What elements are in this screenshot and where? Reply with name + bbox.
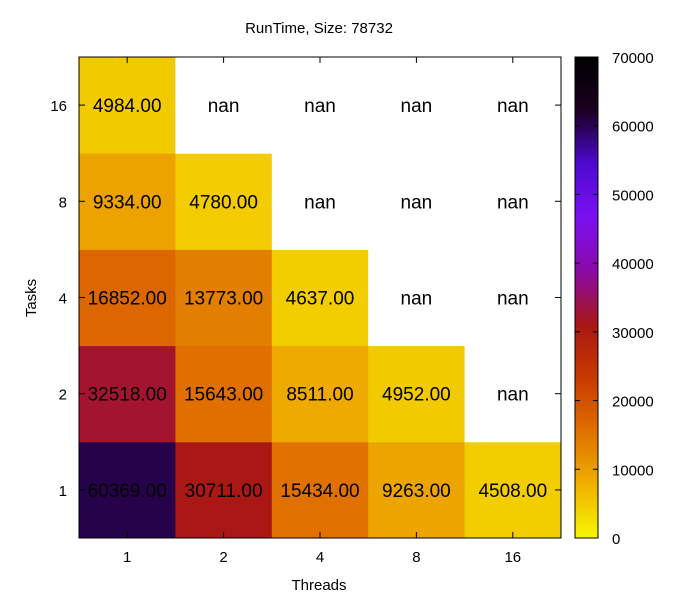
cell-value-label: 30711.00 [185,481,263,502]
heatmap-cells [79,57,562,539]
cell-value-label: 4637.00 [286,289,355,310]
colorbar-tick-label: 10000 [612,462,654,479]
heatmap-cell [368,153,466,250]
y-tick-label: 1 [59,483,67,500]
heatmap-cell [464,57,562,154]
x-tick-label: 2 [219,549,227,566]
y-tick-label: 16 [50,98,67,115]
heatmap-cell [79,153,176,250]
heatmap-cell [271,249,369,347]
heatmap-cell [464,249,562,347]
y-axis-label: Tasks [23,279,40,317]
heatmap-cell [368,249,466,347]
cell-value-label: 4984.00 [93,96,162,117]
heatmap-cell [464,345,562,443]
y-axis-ticks: 1 2 4 8 16 [50,98,561,500]
colorbar-tick-label: 0 [612,531,620,548]
heatmap-cell [175,441,273,539]
heatmap-cell [175,153,273,250]
heatmap-cell [175,57,273,154]
cell-value-label: 4780.00 [189,192,258,213]
x-tick-label: 16 [504,549,521,566]
y-tick-label: 2 [59,387,67,404]
cell-value-label: 15643.00 [184,385,263,406]
cell-value-label: nan [304,192,336,213]
cell-value-label: 4508.00 [478,481,547,502]
cell-value-label: 9263.00 [382,481,451,502]
cell-value-label: nan [497,192,529,213]
heatmap-cell [271,441,369,539]
cell-value-label: 9334.00 [93,192,162,213]
colorbar [574,56,599,539]
cell-value-label: nan [497,289,529,310]
heatmap-cell [271,345,369,443]
cell-value-label: 60369.00 [88,481,167,502]
y-tick-label: 4 [59,291,67,308]
cell-value-label: 4952.00 [382,385,451,406]
colorbar-ticks: 0 10000 20000 30000 40000 50000 60000 70000 [575,50,654,548]
colorbar-tick-label: 70000 [612,50,654,67]
heatmap-cell-labels: 60369.00 30711.00 15434.00 9263.00 4508.00 32… [88,96,548,502]
heatmap-cell [79,441,176,539]
cell-value-label: nan [497,96,529,117]
cell-value-label: 13773.00 [184,289,263,310]
x-axis-ticks: 1 2 4 8 16 [123,57,521,566]
cell-value-label: nan [497,385,529,406]
colorbar-tick-label: 20000 [612,394,654,411]
y-tick-label: 8 [59,194,67,211]
heatmap-cell [368,441,466,539]
cell-value-label: 32518.00 [88,385,167,406]
cell-value-label: nan [401,289,433,310]
heatmap-cell [368,57,466,154]
heatmap-cell [271,153,369,250]
heatmap-cell [271,57,369,154]
cell-value-label: 16852.00 [88,289,167,310]
cell-value-label: nan [208,96,240,117]
x-axis-label: Threads [291,577,346,594]
cell-value-label: 8511.00 [286,385,353,406]
heatmap-cell [79,249,176,347]
cell-value-label: nan [401,96,433,117]
heatmap-cell [79,57,176,154]
heatmap-cell [175,249,273,347]
cell-value-label: nan [401,192,433,213]
heatmap-cell [79,345,176,443]
colorbar-tick-label: 60000 [612,119,654,136]
cell-value-label: 15434.00 [280,481,359,502]
x-tick-label: 8 [412,549,420,566]
x-tick-label: 4 [316,549,324,566]
cell-value-label: nan [304,96,336,117]
colorbar-tick-label: 50000 [612,187,654,204]
heatmap-cell [464,441,562,539]
colorbar-tick-label: 40000 [612,256,654,273]
heatmap-cell [368,345,466,443]
heatmap-cell [464,153,562,250]
heatmap-cell [175,345,273,443]
x-tick-label: 1 [123,549,131,566]
chart-title: RunTime, Size: 78732 [245,20,393,37]
colorbar-tick-label: 30000 [612,325,654,342]
